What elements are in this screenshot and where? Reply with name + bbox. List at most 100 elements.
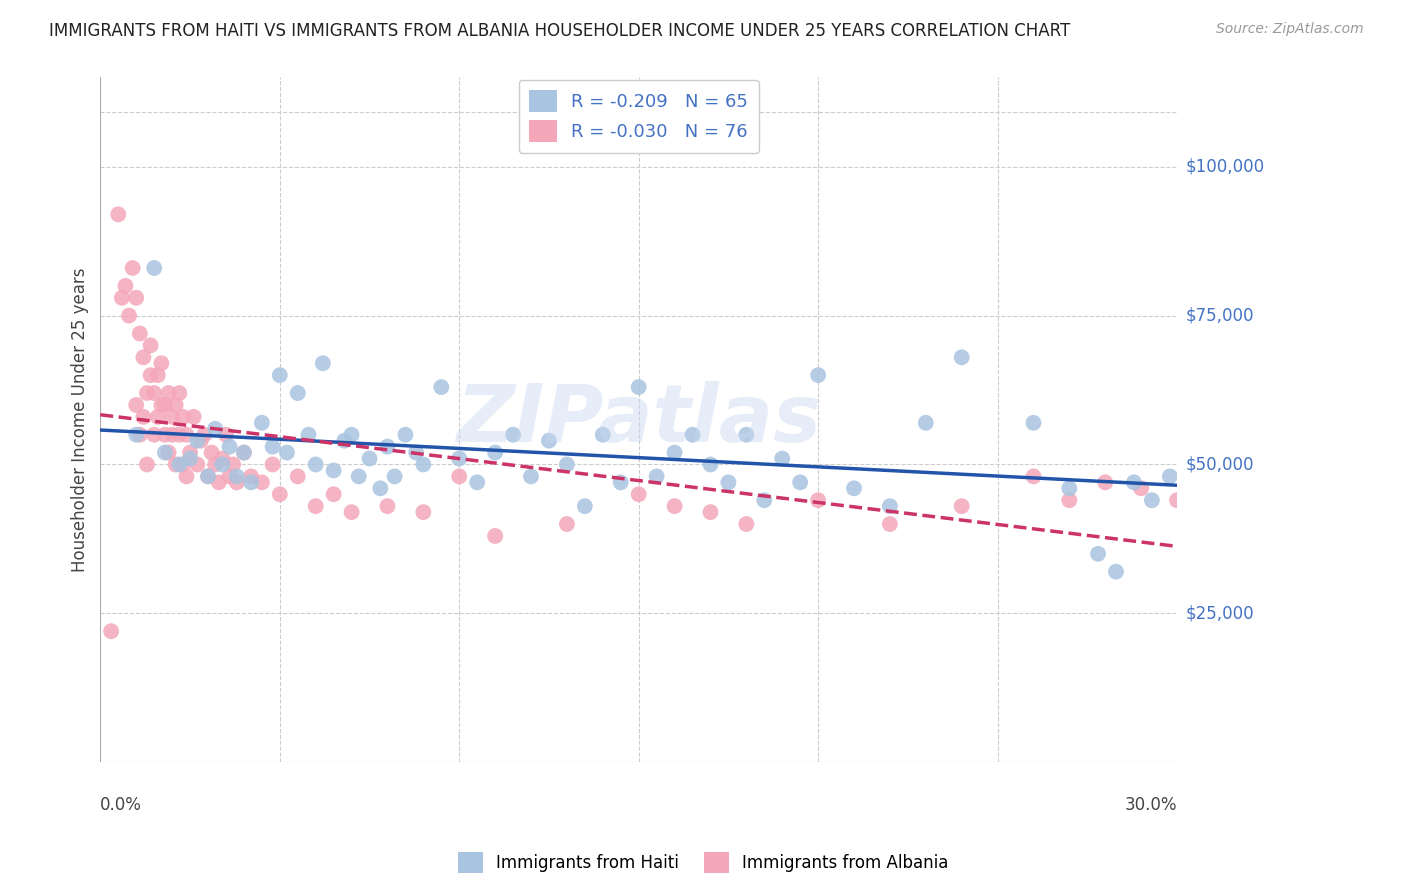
Point [1094,475,1116,490]
Point [305,458,328,472]
Point [157,386,180,401]
Point [169,386,191,401]
Point [347,469,370,483]
Point [186,458,208,472]
Point [368,481,391,495]
Point [1166,493,1188,508]
Text: $25,000: $25,000 [1185,605,1254,623]
Point [157,445,180,459]
Point [139,368,162,383]
Point [465,475,488,490]
Text: $50,000: $50,000 [1185,456,1254,474]
Point [1122,475,1144,490]
Point [262,458,284,472]
Point [139,338,162,352]
Point [1105,565,1128,579]
Y-axis label: Householder Income Under 25 years: Householder Income Under 25 years [72,268,89,572]
Point [193,427,215,442]
Point [165,458,187,472]
Text: IMMIGRANTS FROM HAITI VS IMMIGRANTS FROM ALBANIA HOUSEHOLDER INCOME UNDER 25 YEA: IMMIGRANTS FROM HAITI VS IMMIGRANTS FROM… [49,22,1070,40]
Point [574,499,596,513]
Point [179,445,201,459]
Point [717,475,740,490]
Point [136,386,159,401]
Point [183,409,205,424]
Point [1059,493,1081,508]
Point [232,445,254,459]
Point [879,516,901,531]
Point [664,499,686,513]
Point [1087,547,1109,561]
Point [377,440,399,454]
Point [143,386,166,401]
Point [340,505,363,519]
Point [232,445,254,459]
Point [520,469,543,483]
Point [176,427,198,442]
Point [100,624,122,639]
Text: $100,000: $100,000 [1185,158,1264,176]
Point [430,380,453,394]
Point [322,487,344,501]
Point [215,427,238,442]
Point [333,434,356,448]
Point [340,427,363,442]
Point [394,427,416,442]
Point [125,398,148,412]
Point [250,475,273,490]
Point [484,529,506,543]
Point [136,458,159,472]
Point [359,451,381,466]
Point [225,469,247,483]
Point [735,516,758,531]
Point [269,487,291,501]
Point [699,458,721,472]
Point [276,445,298,459]
Text: 30.0%: 30.0% [1125,797,1177,814]
Point [609,475,631,490]
Point [132,351,155,365]
Point [128,326,150,341]
Point [240,469,263,483]
Point [1022,469,1045,483]
Point [449,469,471,483]
Point [449,451,471,466]
Point [190,434,212,448]
Point [842,481,865,495]
Legend: Immigrants from Haiti, Immigrants from Albania: Immigrants from Haiti, Immigrants from A… [451,846,955,880]
Point [150,398,173,412]
Point [405,445,427,459]
Point [377,499,399,513]
Text: ZIPatlas: ZIPatlas [456,381,821,458]
Point [114,278,136,293]
Point [211,458,233,472]
Point [645,469,668,483]
Point [627,380,650,394]
Point [160,427,183,442]
Point [153,445,176,459]
Point [222,458,245,472]
Text: Source: ZipAtlas.com: Source: ZipAtlas.com [1216,22,1364,37]
Point [735,427,758,442]
Point [262,440,284,454]
Point [186,434,208,448]
Point [914,416,936,430]
Point [204,458,226,472]
Point [172,409,194,424]
Point [807,368,830,383]
Point [176,469,198,483]
Point [305,499,328,513]
Text: 0.0%: 0.0% [100,797,142,814]
Point [165,398,187,412]
Point [169,458,191,472]
Point [627,487,650,501]
Point [807,493,830,508]
Point [197,469,219,483]
Point [107,207,129,221]
Point [118,309,141,323]
Point [179,451,201,466]
Point [208,475,231,490]
Point [950,351,973,365]
Point [143,260,166,275]
Point [150,356,173,370]
